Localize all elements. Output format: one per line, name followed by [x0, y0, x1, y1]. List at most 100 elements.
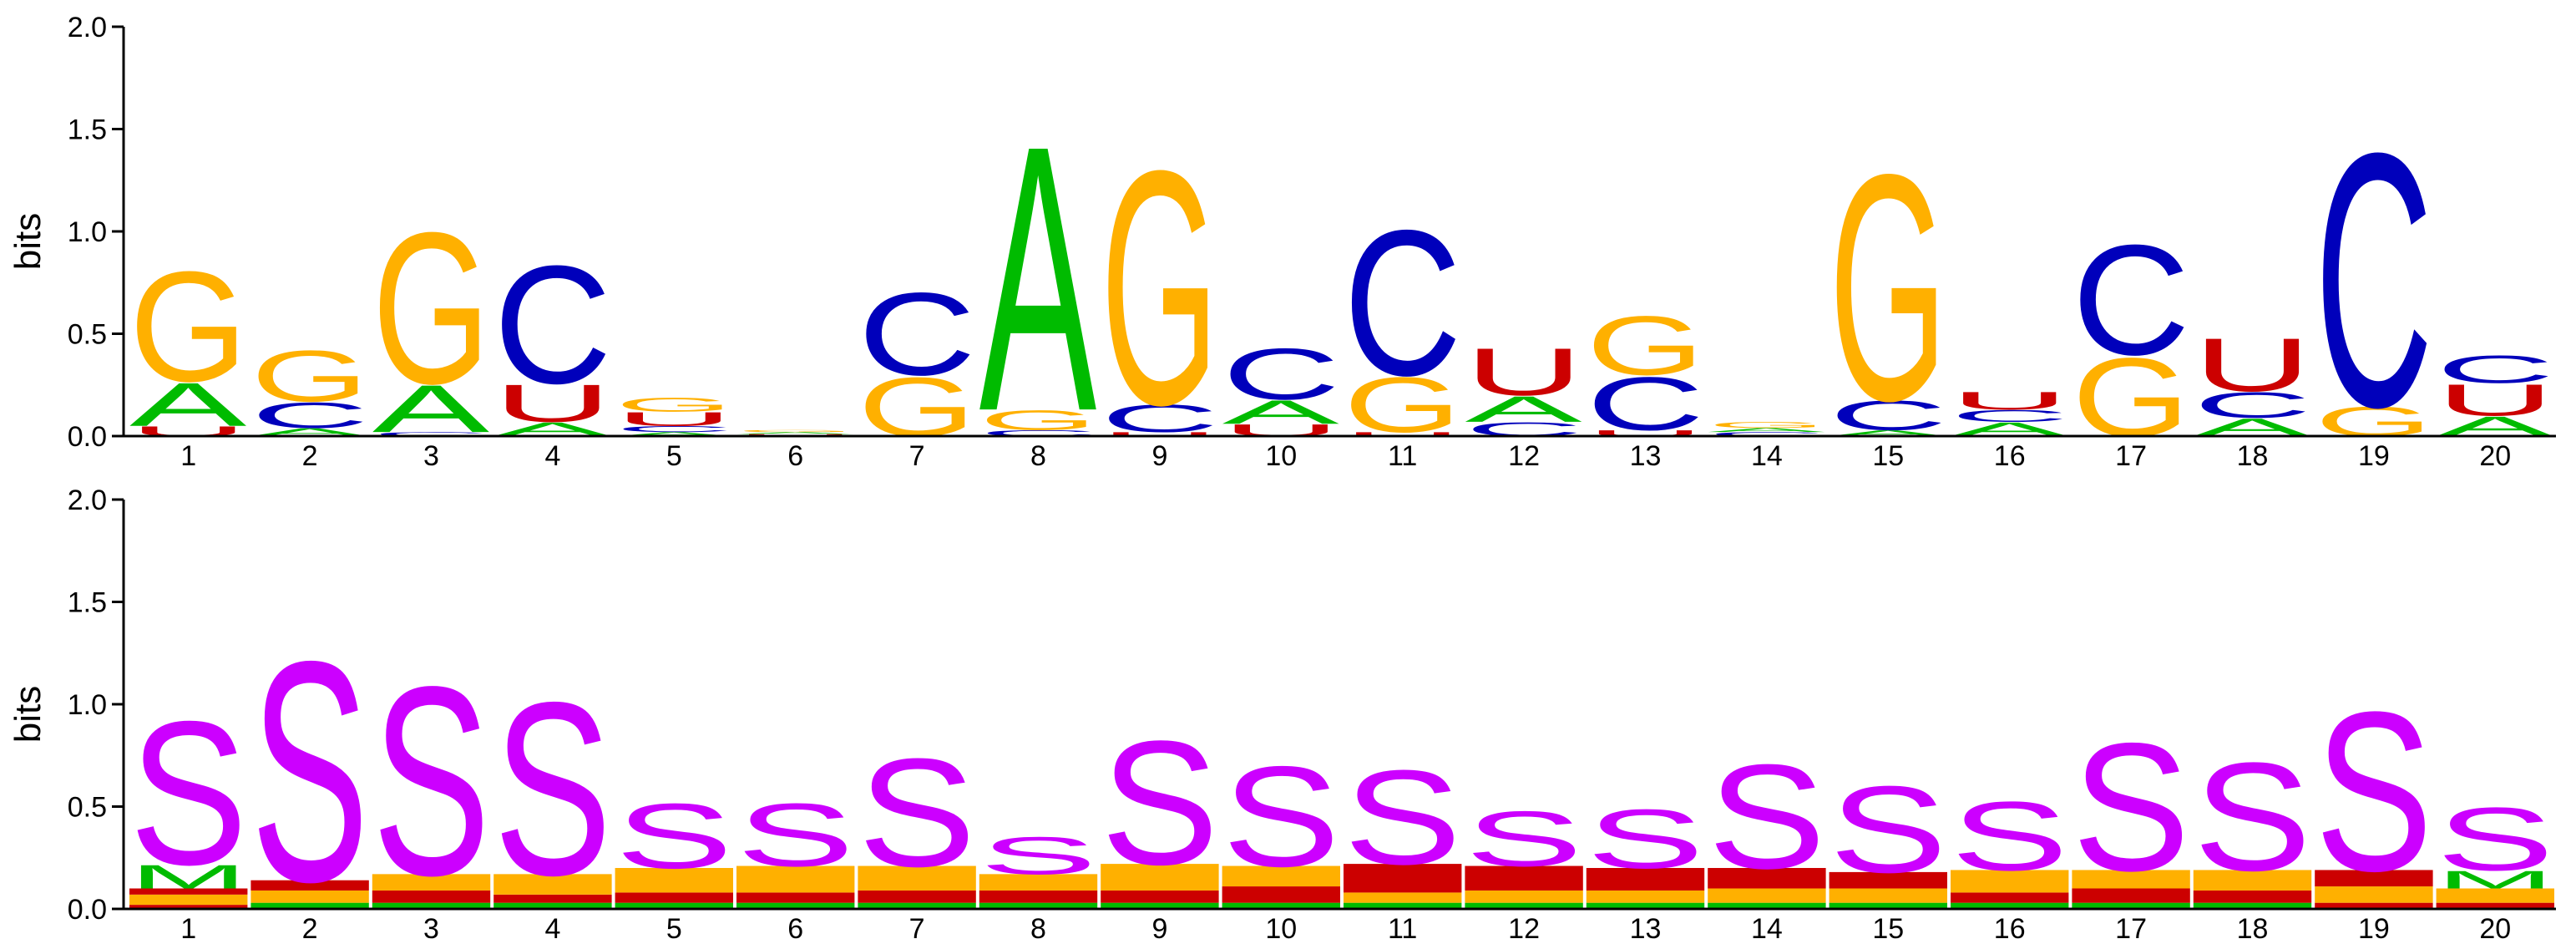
stack-segment	[2072, 888, 2190, 903]
stack-segment	[1829, 902, 1947, 909]
letter-G: G	[858, 360, 975, 454]
x-tick-label: 12	[1508, 913, 1540, 944]
stack-segment	[1708, 888, 1826, 903]
logo-column-8: S	[979, 826, 1098, 909]
logo-column-20: AUC	[2437, 348, 2554, 442]
letter-U: U	[1587, 429, 1704, 438]
letter-S: S	[979, 826, 1097, 886]
letter-C: C	[615, 424, 733, 434]
letter-S: S	[2194, 731, 2311, 903]
letter-S: S	[1344, 742, 1461, 893]
logo-column-17: GC	[2072, 211, 2189, 459]
letter-C: C	[1951, 407, 2068, 425]
letter-S: S	[129, 678, 247, 908]
logo-column-1: UAG	[129, 240, 247, 439]
letter-C: C	[1344, 187, 1461, 419]
letter-G: G	[1587, 299, 1704, 393]
letter-G: G	[251, 336, 368, 417]
stack-segment	[858, 902, 976, 909]
stack-segment	[2193, 890, 2312, 903]
stack-segment	[1222, 886, 1340, 903]
stack-segment	[1222, 902, 1340, 909]
logo-column-4: S	[493, 651, 612, 927]
letter-S: S	[372, 630, 490, 931]
stack-segment	[615, 892, 733, 903]
stack-segment	[858, 890, 976, 903]
y-tick-label: 1.5	[68, 114, 107, 146]
stack-segment	[1101, 902, 1219, 909]
x-tick-label: 9	[1151, 913, 1167, 944]
x-tick-label: 12	[1508, 440, 1540, 472]
letter-A: A	[615, 431, 732, 438]
stack-segment	[1344, 892, 1462, 903]
logo-column-1: MS	[129, 678, 248, 909]
stack-segment	[251, 902, 369, 909]
stack-segment	[1101, 890, 1219, 903]
x-tick-label: 17	[2115, 913, 2147, 944]
stack-segment	[2193, 902, 2312, 909]
stack-segment	[493, 874, 612, 895]
stack-segment	[2072, 870, 2190, 889]
letter-U: U	[2194, 323, 2311, 408]
stack-segment	[736, 902, 855, 909]
letter-A: A	[736, 432, 853, 435]
letter-G: G	[615, 394, 733, 416]
y-tick-label: 2.0	[68, 12, 107, 43]
logo-column-10: UAC	[1222, 334, 1340, 440]
logo-column-2: ACG	[251, 336, 368, 439]
stack-segment	[1465, 902, 1583, 909]
stack-segment	[615, 868, 733, 893]
letter-A: A	[1465, 388, 1582, 429]
stack-segment	[979, 902, 1098, 909]
logo-column-5: S	[615, 784, 733, 909]
stack-segment	[1465, 890, 1583, 903]
x-tick-label: 18	[2237, 440, 2269, 472]
letter-C: C	[2194, 385, 2311, 426]
logo-column-3: S	[372, 630, 490, 931]
letter-C: C	[2315, 78, 2432, 483]
letter-A: A	[129, 370, 246, 439]
letter-U: U	[493, 373, 611, 433]
stack-segment	[2072, 902, 2190, 909]
letter-S: S	[1222, 736, 1340, 896]
stack-segment	[1344, 902, 1462, 909]
logo-column-12: S	[1465, 795, 1583, 909]
logo-column-12: CAU	[1465, 334, 1582, 440]
y-tick-label: 0.5	[68, 319, 107, 351]
x-tick-label: 18	[2237, 913, 2269, 944]
letter-G: G	[979, 404, 1097, 436]
stack-segment	[1465, 865, 1583, 891]
stack-segment	[2193, 870, 2312, 891]
x-tick-label: 6	[787, 913, 803, 944]
x-tick-label: 2	[302, 913, 318, 944]
logo-column-13: S	[1586, 792, 1704, 909]
stack-segment	[2436, 902, 2554, 909]
x-tick-label: 3	[423, 440, 439, 472]
letter-G: G	[2072, 334, 2189, 460]
x-tick-label: 16	[1994, 913, 2026, 944]
stack-segment	[1829, 888, 1947, 903]
logo-column-7: S	[858, 727, 976, 909]
letter-U: U	[615, 408, 733, 429]
stack-segment	[979, 890, 1098, 903]
y-tick-label: 1.0	[68, 216, 107, 248]
x-tick-label: 3	[423, 913, 439, 944]
x-tick-label: 11	[1388, 440, 1417, 472]
logo-column-11: S	[1344, 742, 1462, 909]
stack-segment	[251, 890, 369, 903]
letter-C: C	[372, 431, 490, 437]
letter-S: S	[251, 595, 368, 944]
logo-column-14: CAG	[1708, 420, 1825, 437]
logo-column-14: S	[1708, 734, 1826, 909]
letter-S: S	[615, 784, 733, 888]
letter-C: C	[858, 268, 975, 400]
x-tick-label: 7	[909, 440, 925, 472]
x-tick-label: 9	[1151, 440, 1167, 472]
logo-column-7: GC	[858, 268, 975, 454]
logo-column-10: S	[1222, 736, 1340, 909]
letter-U: U	[1465, 334, 1582, 409]
logo-column-9: UCG	[1101, 101, 1218, 475]
stack-segment	[1829, 871, 1947, 889]
